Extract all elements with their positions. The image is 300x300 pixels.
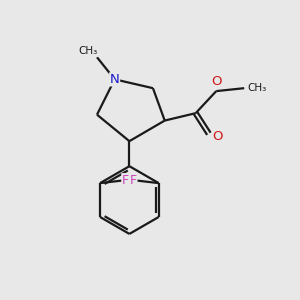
- Text: O: O: [211, 75, 221, 88]
- Text: F: F: [130, 174, 137, 187]
- Text: F: F: [122, 174, 129, 187]
- Text: CH₃: CH₃: [247, 83, 266, 93]
- Text: N: N: [110, 73, 119, 86]
- Text: O: O: [212, 130, 223, 143]
- Text: CH₃: CH₃: [79, 46, 98, 56]
